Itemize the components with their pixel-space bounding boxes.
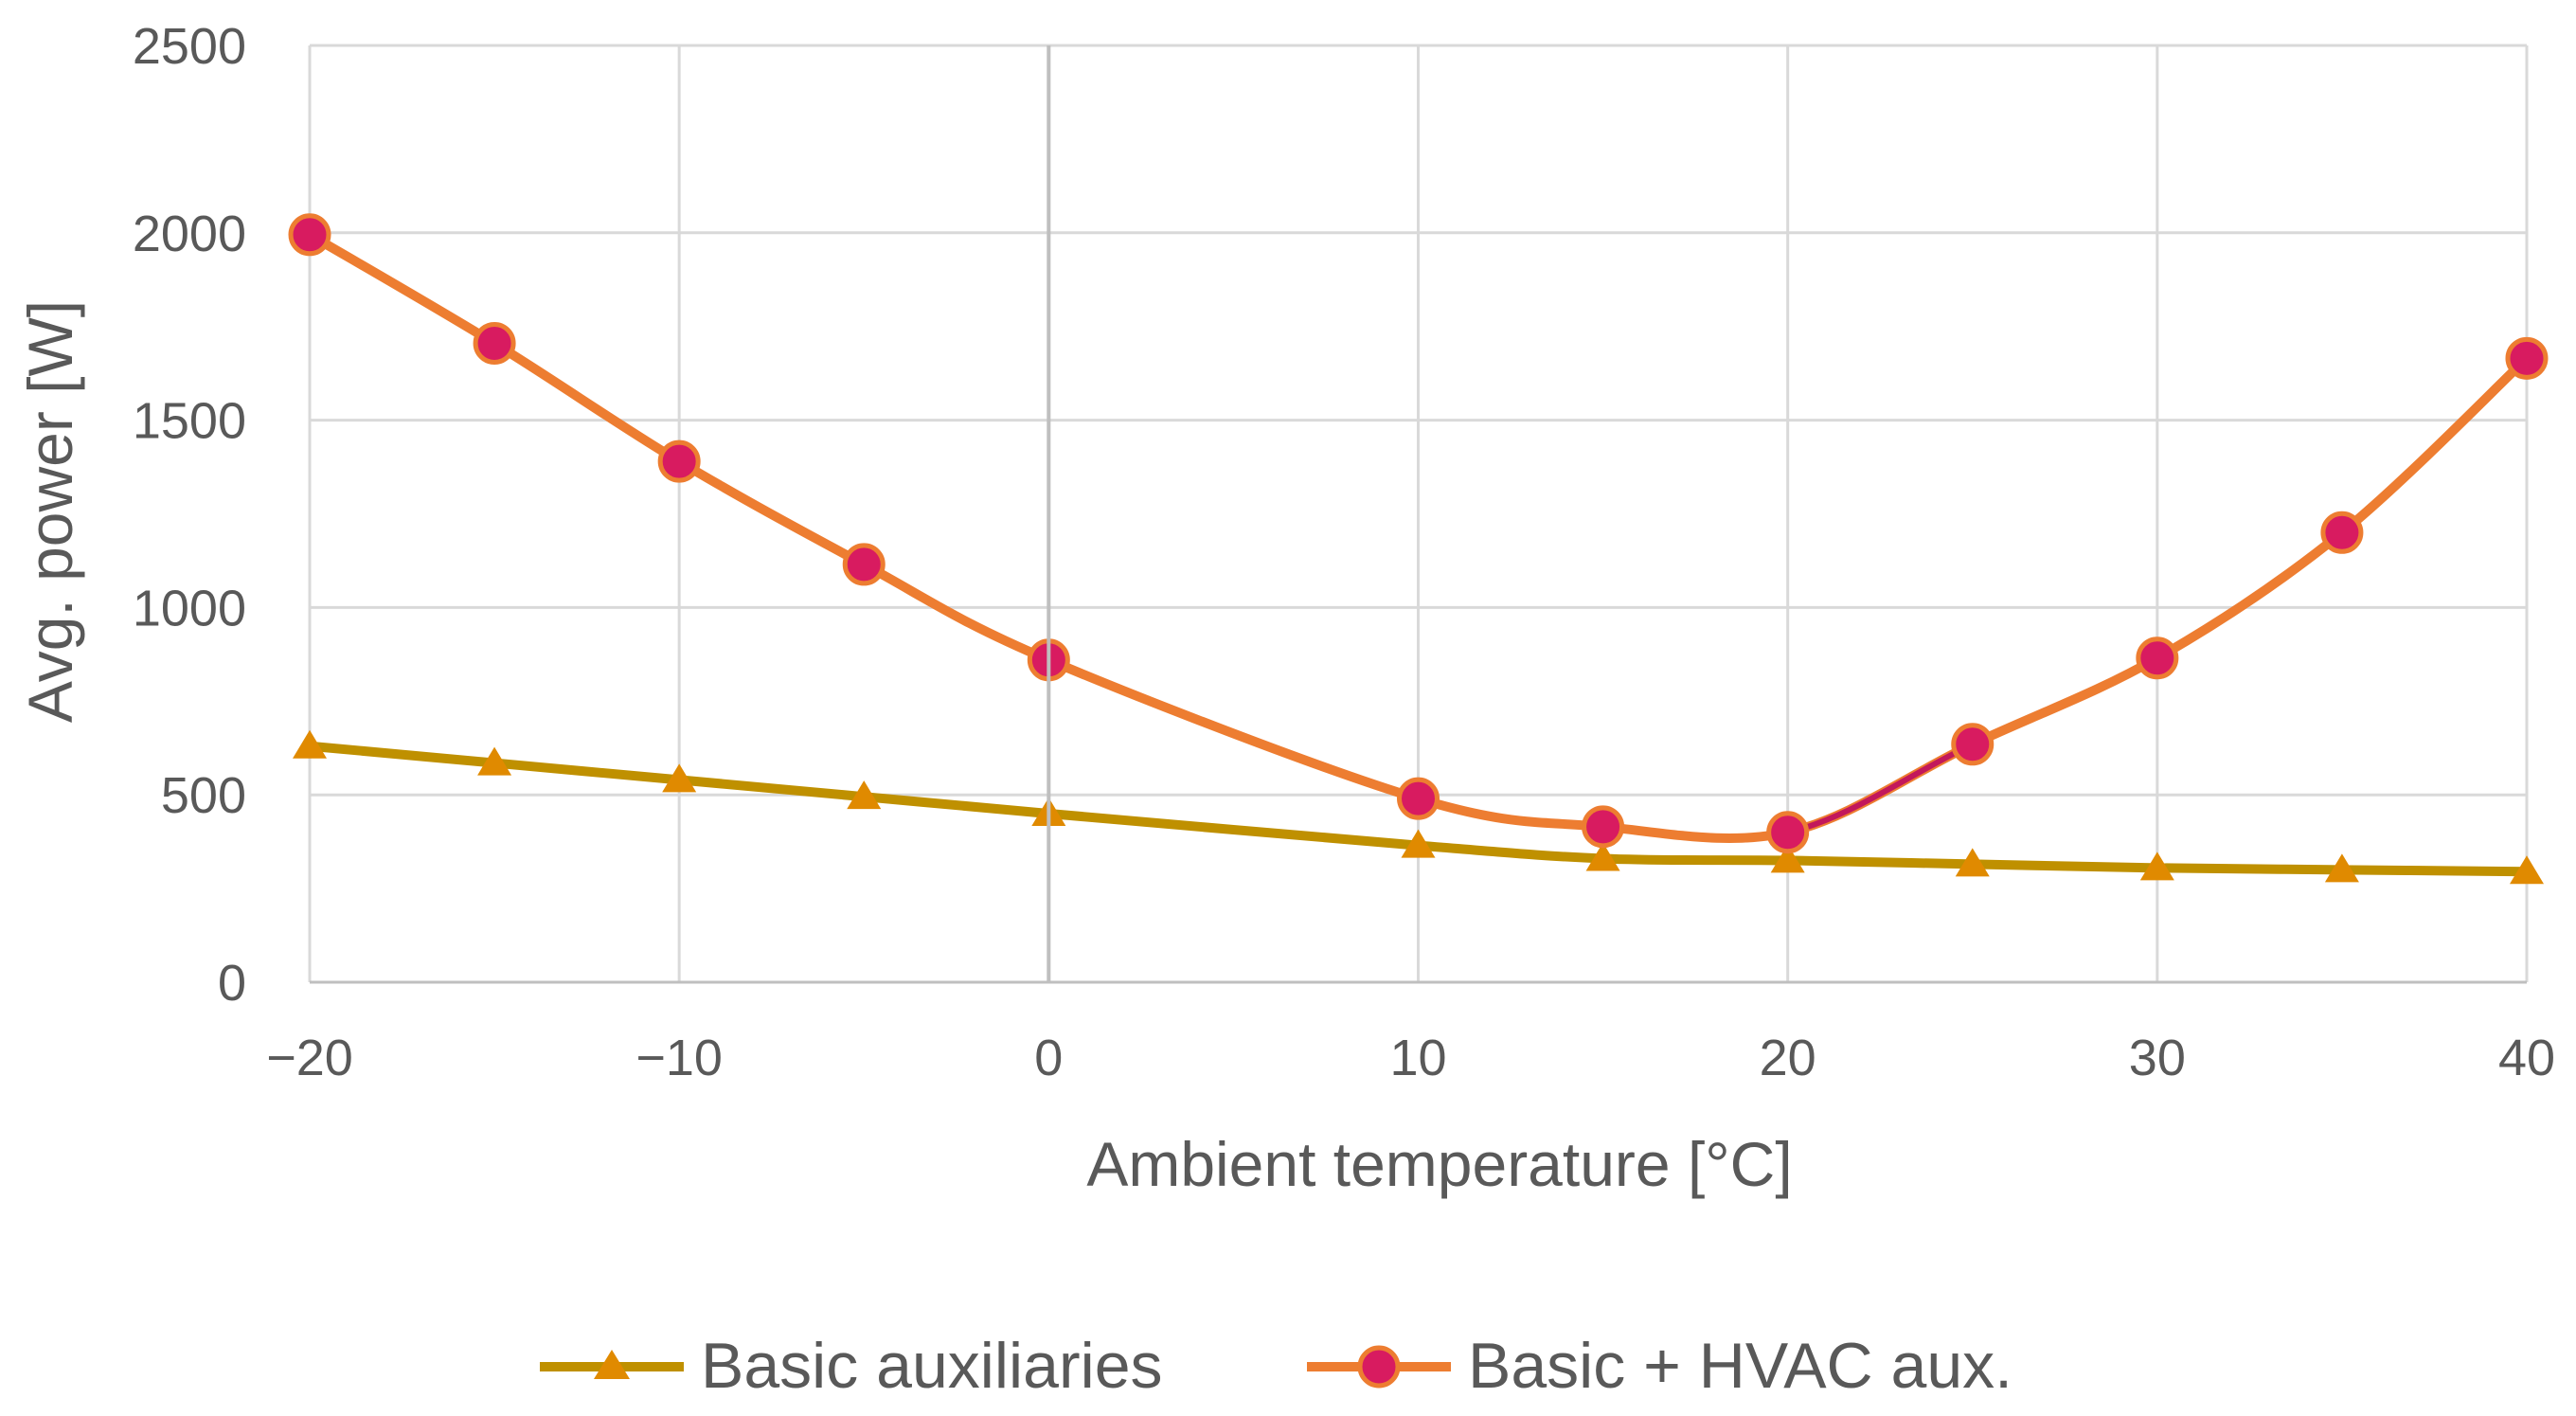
x-tick-label: 40 (2498, 1030, 2555, 1086)
data-point-marker (657, 439, 701, 483)
data-point-marker (2510, 855, 2544, 885)
series-line (305, 229, 2531, 843)
legend-label-basic-auxiliaries: Basic auxiliaries (701, 1330, 1163, 1402)
y-tick-label: 1000 (133, 580, 246, 636)
data-point-marker (2139, 851, 2174, 881)
y-tick-label: 2500 (133, 18, 246, 75)
data-point-marker (1955, 848, 1990, 877)
x-tick-label: −10 (635, 1030, 723, 1086)
data-point-marker (293, 729, 327, 759)
y-tick-label: 1500 (133, 393, 246, 450)
y-tick-label: 500 (161, 767, 246, 824)
legend-triangle-marker-icon (594, 1350, 630, 1379)
legend-item-basic-auxiliaries: Basic auxiliaries (540, 1330, 1163, 1402)
series-basic-hvac (288, 213, 2549, 854)
data-point-marker (2320, 511, 2364, 554)
data-point-marker (1401, 829, 1436, 858)
y-tick-label: 0 (218, 955, 246, 1012)
data-point-marker (477, 746, 512, 776)
x-tick-label: −20 (266, 1030, 353, 1086)
series-line-segment (1787, 742, 1975, 835)
y-axis-title: Avg. power [W] (15, 300, 85, 723)
legend-label-basic-hvac: Basic + HVAC aux. (1468, 1330, 2012, 1402)
grid (308, 44, 2529, 984)
data-point-marker (847, 780, 882, 810)
data-point-marker (1951, 723, 1995, 766)
data-point-marker (1766, 811, 1810, 854)
x-tick-label: 0 (1034, 1030, 1063, 1086)
data-point-marker (842, 543, 886, 586)
data-point-marker (1582, 805, 1625, 849)
y-tick-label: 2000 (133, 206, 246, 262)
data-point-marker (2324, 853, 2359, 883)
x-tick-label: 30 (2129, 1030, 2186, 1086)
x-axis-title: Ambient temperature [°C] (1086, 1129, 1792, 1199)
data-point-marker (662, 763, 697, 793)
legend-item-basic-hvac: Basic + HVAC aux. (1307, 1330, 2012, 1402)
x-tick-label: 10 (1389, 1030, 1446, 1086)
data-point-marker (1585, 842, 1620, 871)
x-tick-label: 20 (1760, 1030, 1816, 1086)
data-point-marker (1770, 844, 1805, 873)
data-point-marker (2136, 636, 2179, 680)
series-group (288, 213, 2549, 885)
data-point-marker (2505, 336, 2549, 380)
legend: Basic auxiliaries Basic + HVAC aux. (540, 1330, 2012, 1402)
legend-circle-marker-icon (1357, 1345, 1401, 1389)
axes: 0 500 1000 1500 2000 2500 −20 −10 0 10 20 30 40 (133, 18, 2555, 1086)
data-point-marker (473, 322, 516, 366)
data-point-marker (1397, 777, 1440, 820)
data-point-marker (288, 213, 331, 257)
